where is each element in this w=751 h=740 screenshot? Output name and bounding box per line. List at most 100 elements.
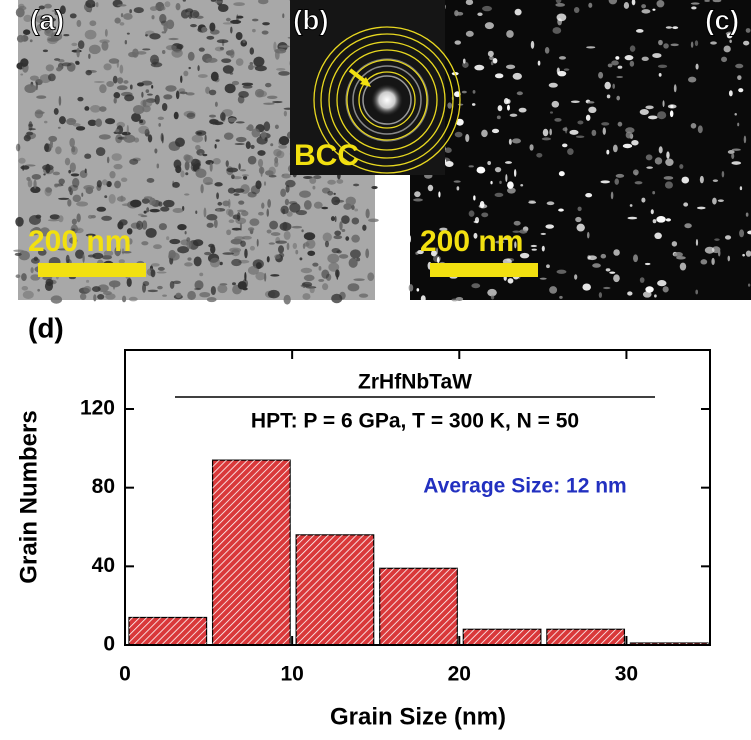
grain xyxy=(16,144,20,152)
grain xyxy=(195,211,197,214)
grain xyxy=(700,176,704,183)
grain xyxy=(359,294,368,298)
grain xyxy=(705,247,715,254)
grain xyxy=(506,99,510,104)
grain xyxy=(334,200,344,203)
grain xyxy=(89,45,101,54)
grain xyxy=(206,214,217,220)
grain xyxy=(72,219,77,225)
grain xyxy=(477,12,482,16)
grain xyxy=(552,101,559,108)
grain xyxy=(558,209,564,212)
grain xyxy=(284,111,287,117)
grain xyxy=(654,233,662,240)
grain xyxy=(652,53,661,58)
grain xyxy=(215,139,219,141)
grain xyxy=(264,181,266,185)
grain xyxy=(117,196,126,202)
grain xyxy=(62,62,72,66)
grain xyxy=(666,26,672,29)
grain xyxy=(141,241,148,245)
grain xyxy=(609,271,615,273)
grain xyxy=(166,236,169,240)
grain xyxy=(725,235,731,239)
grain xyxy=(154,148,157,153)
grain xyxy=(238,200,244,204)
grain xyxy=(592,130,597,136)
grain xyxy=(85,70,91,75)
grain xyxy=(414,191,421,197)
grain xyxy=(234,188,245,193)
grain xyxy=(458,104,464,106)
grain xyxy=(16,274,21,278)
grain xyxy=(659,73,662,77)
x-tick-label: 10 xyxy=(280,663,303,686)
grain xyxy=(46,279,54,286)
grain xyxy=(123,80,128,84)
grain xyxy=(652,9,655,11)
grain xyxy=(215,102,218,107)
grain xyxy=(615,56,619,60)
grain xyxy=(284,231,291,240)
grain xyxy=(473,90,476,94)
grain xyxy=(491,61,494,65)
grain xyxy=(231,174,235,179)
grain xyxy=(99,106,106,112)
grain xyxy=(531,41,534,49)
grain xyxy=(190,24,197,27)
grain xyxy=(228,117,236,122)
grain xyxy=(238,96,245,104)
grain xyxy=(495,73,503,78)
grain xyxy=(146,89,150,93)
grain xyxy=(68,120,77,122)
grain xyxy=(301,268,312,273)
grain xyxy=(180,170,184,177)
grain xyxy=(193,239,203,246)
grain xyxy=(269,221,278,230)
grain xyxy=(633,254,638,262)
grain xyxy=(598,72,603,79)
grain xyxy=(563,127,568,131)
grain xyxy=(734,113,736,116)
grain xyxy=(28,128,36,130)
grain xyxy=(282,174,285,176)
grain xyxy=(466,31,474,37)
grain xyxy=(187,112,196,119)
grain xyxy=(302,293,310,300)
grain xyxy=(97,180,102,187)
grain xyxy=(658,65,667,68)
grain xyxy=(276,68,285,71)
grain xyxy=(113,164,122,169)
grain xyxy=(142,48,150,50)
grain xyxy=(666,151,669,158)
grain xyxy=(114,181,121,189)
grain xyxy=(275,241,287,244)
grain xyxy=(105,29,108,37)
grain xyxy=(170,281,175,289)
grain xyxy=(36,95,46,98)
grain xyxy=(498,105,503,111)
grain xyxy=(76,48,79,58)
grain xyxy=(246,141,251,149)
grain xyxy=(242,279,248,288)
grain xyxy=(138,214,144,216)
grain xyxy=(248,192,257,198)
grain xyxy=(321,270,329,279)
grain xyxy=(159,223,167,230)
grain xyxy=(18,158,25,164)
grain xyxy=(222,201,229,207)
grain xyxy=(58,215,63,222)
grain xyxy=(474,221,479,223)
grain xyxy=(611,60,619,65)
grain xyxy=(278,145,287,149)
y-tick-label: 40 xyxy=(92,554,115,577)
grain xyxy=(646,154,653,160)
grain xyxy=(257,239,259,247)
grain xyxy=(222,252,234,255)
grain xyxy=(729,40,732,43)
grain xyxy=(325,241,329,247)
grain xyxy=(417,288,420,291)
grain xyxy=(696,64,699,70)
grain xyxy=(184,262,193,266)
grain xyxy=(287,243,290,251)
